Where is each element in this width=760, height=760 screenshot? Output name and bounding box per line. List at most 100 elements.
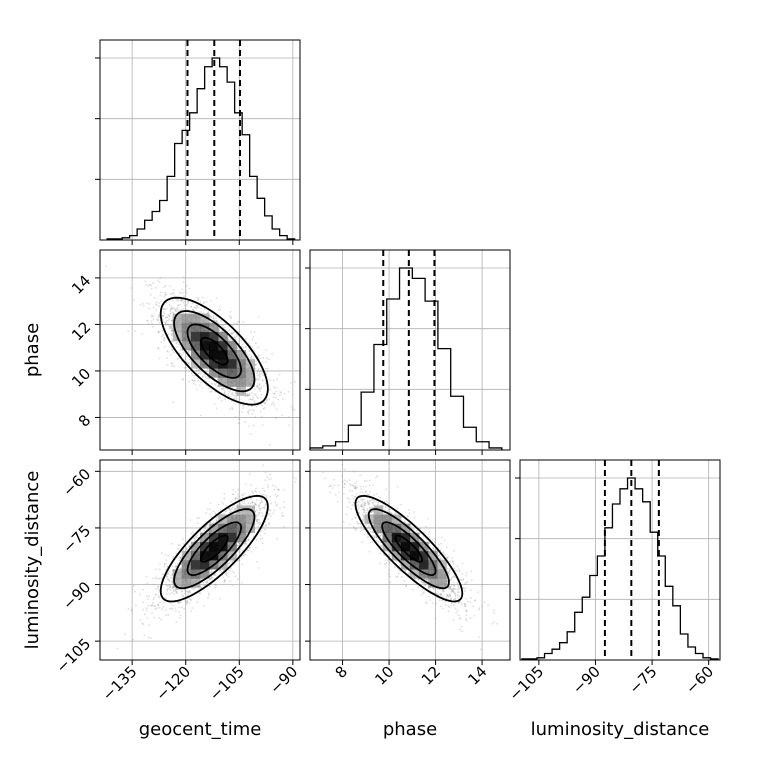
- scatter-point: [283, 525, 285, 528]
- scatter-point: [261, 379, 264, 382]
- scatter-point: [209, 521, 212, 523]
- scatter-point: [396, 507, 399, 510]
- scatter-point: [180, 309, 183, 312]
- scatter-point: [173, 588, 175, 591]
- scatter-point: [342, 521, 345, 523]
- scatter-point: [447, 596, 450, 598]
- scatter-point: [165, 593, 168, 595]
- scatter-point: [203, 529, 206, 531]
- scatter-point: [465, 575, 468, 577]
- scatter-point: [255, 360, 257, 363]
- scatter-point: [254, 394, 257, 397]
- scatter-point: [209, 513, 211, 515]
- scatter-point: [222, 576, 225, 579]
- scatter-point: [234, 508, 237, 511]
- scatter-point: [186, 601, 188, 604]
- scatter-point: [216, 378, 219, 381]
- scatter-point: [272, 392, 275, 395]
- scatter-point: [170, 346, 173, 349]
- scatter-point: [214, 583, 217, 586]
- scatter-point: [196, 296, 199, 299]
- scatter-point: [152, 598, 155, 601]
- scatter-point: [239, 403, 242, 406]
- scatter-point: [264, 532, 266, 535]
- scatter-point: [234, 416, 237, 418]
- density-cell: [200, 340, 210, 351]
- scatter-point: [230, 567, 232, 570]
- scatter-point: [459, 628, 461, 631]
- scatter-point: [421, 580, 423, 583]
- scatter-point: [362, 511, 365, 514]
- scatter-point: [240, 581, 243, 584]
- scatter-point: [248, 408, 251, 411]
- scatter-point: [142, 623, 145, 626]
- scatter-point: [230, 332, 233, 334]
- density-cell: [200, 560, 210, 570]
- scatter-point: [269, 512, 271, 515]
- scatter-point: [258, 354, 260, 357]
- scatter-point: [158, 606, 161, 609]
- density-cell: [190, 350, 201, 360]
- scatter-point: [250, 331, 252, 334]
- scatter-point: [253, 502, 256, 504]
- scatter-point: [173, 289, 175, 291]
- scatter-point: [174, 607, 177, 610]
- scatter-point: [166, 566, 169, 568]
- scatter-point: [209, 508, 212, 510]
- scatter-point: [441, 589, 444, 592]
- scatter-point: [242, 407, 245, 409]
- scatter-point: [457, 591, 460, 594]
- scatter-point: [175, 587, 178, 590]
- scatter-point: [237, 544, 239, 547]
- scatter-point: [276, 488, 279, 491]
- scatter-point: [234, 336, 237, 339]
- scatter-point: [177, 304, 179, 307]
- scatter-point: [197, 379, 199, 382]
- scatter-point: [155, 304, 158, 307]
- scatter-point: [371, 541, 374, 544]
- density-cell: [227, 523, 237, 534]
- scatter-point: [167, 350, 169, 353]
- scatter-point: [233, 336, 236, 338]
- scatter-point: [209, 571, 212, 574]
- scatter-point: [445, 597, 448, 600]
- density-cell: [181, 331, 192, 342]
- scatter-point: [176, 588, 179, 591]
- scatter-point: [209, 315, 212, 318]
- scatter-point: [244, 421, 246, 423]
- scatter-point: [180, 557, 182, 559]
- scatter-point: [243, 554, 245, 556]
- scatter-point: [248, 473, 251, 476]
- scatter-point: [261, 537, 264, 540]
- scatter-point: [291, 408, 294, 411]
- scatter-point: [290, 405, 293, 408]
- scatter-point: [368, 502, 370, 504]
- scatter-point: [259, 537, 262, 540]
- scatter-point: [159, 294, 162, 297]
- scatter-point: [172, 555, 175, 558]
- scatter-point: [146, 302, 148, 305]
- scatter-point: [187, 543, 190, 546]
- scatter-point: [247, 502, 250, 505]
- scatter-point: [223, 392, 226, 394]
- scatter-point: [256, 375, 259, 377]
- scatter-point: [146, 582, 149, 585]
- scatter-point: [178, 357, 180, 360]
- scatter-point: [236, 347, 239, 350]
- scatter-point: [226, 388, 229, 391]
- scatter-point: [171, 348, 174, 351]
- scatter-point: [235, 392, 237, 395]
- scatter-point: [166, 585, 169, 588]
- scatter-point: [166, 573, 169, 575]
- scatter-point: [231, 332, 234, 335]
- scatter-point: [184, 358, 187, 360]
- scatter-point: [461, 630, 463, 633]
- scatter-point: [264, 524, 267, 527]
- scatter-point: [337, 484, 340, 487]
- scatter-point: [162, 334, 164, 337]
- scatter-point: [264, 528, 266, 531]
- scatter-point: [258, 370, 261, 373]
- scatter-point: [179, 617, 181, 619]
- scatter-point: [253, 401, 256, 404]
- density-cell: [236, 514, 246, 524]
